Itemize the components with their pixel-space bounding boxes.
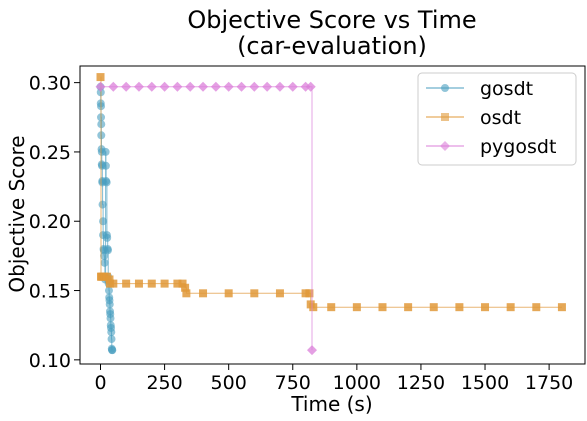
x-tick-label: 500	[211, 372, 247, 394]
data-point-pygosdt	[108, 81, 119, 92]
data-point-pygosdt	[159, 81, 170, 92]
legend-label-gosdt: gosdt	[480, 78, 533, 100]
data-point-osdt	[147, 279, 156, 288]
y-tick-label: 0.15	[29, 281, 71, 303]
plot-frame	[79, 65, 586, 365]
data-point-osdt	[429, 303, 438, 312]
data-point-pygosdt	[185, 81, 196, 92]
x-axis-label: Time (s)	[290, 392, 372, 416]
x-tick-label: 250	[146, 372, 182, 394]
series-line-pygosdt	[100, 86, 313, 351]
data-point-osdt	[250, 289, 259, 298]
data-point-osdt	[275, 289, 284, 298]
x-tick-label: 1000	[333, 372, 381, 394]
data-point-osdt	[173, 279, 182, 288]
data-point-pygosdt	[300, 81, 311, 92]
legend-marker-pygosdt	[440, 141, 450, 151]
data-point-osdt	[178, 279, 187, 288]
data-point-pygosdt	[306, 345, 317, 356]
data-point-osdt	[96, 73, 105, 82]
y-tick-label: 0.20	[29, 211, 71, 233]
data-point-osdt	[309, 303, 318, 312]
data-point-osdt	[352, 303, 361, 312]
data-point-pygosdt	[223, 81, 234, 92]
data-point-osdt	[532, 303, 541, 312]
data-point-osdt	[557, 303, 566, 312]
data-point-pygosdt	[146, 81, 157, 92]
data-point-gosdt	[105, 300, 114, 309]
legend: gosdt osdt pygosdt	[417, 72, 577, 166]
chart-subtitle: (car-evaluation)	[237, 32, 427, 60]
data-point-osdt	[224, 289, 233, 298]
data-point-pygosdt	[287, 81, 298, 92]
data-point-gosdt	[99, 217, 108, 226]
data-point-osdt	[199, 289, 208, 298]
data-point-osdt	[134, 279, 143, 288]
tick-layer: 0 250 500 750 1000 1250 1500 1750 0.10 0.15 0.20 0.…	[29, 73, 574, 394]
legend-label-pygosdt: pygosdt	[480, 136, 556, 158]
series-osdt	[96, 73, 566, 312]
data-point-pygosdt	[249, 81, 260, 92]
data-point-pygosdt	[305, 81, 316, 92]
data-point-osdt	[378, 303, 387, 312]
data-point-osdt	[327, 303, 336, 312]
data-point-osdt	[160, 279, 169, 288]
data-point-osdt	[122, 279, 131, 288]
data-point-osdt	[455, 303, 464, 312]
x-tick-label: 750	[275, 372, 311, 394]
data-point-pygosdt	[121, 81, 132, 92]
x-tick-label: 1500	[461, 372, 509, 394]
data-point-gosdt	[103, 233, 112, 242]
legend-box	[417, 72, 577, 166]
x-tick-label: 1750	[525, 372, 573, 394]
data-point-osdt	[404, 303, 413, 312]
chart-title: Objective Score vs Time	[187, 6, 476, 34]
data-point-gosdt	[103, 246, 112, 255]
y-tick-label: 0.25	[29, 142, 71, 164]
data-point-gosdt	[104, 286, 113, 295]
y-tick-label: 0.30	[29, 73, 71, 95]
data-point-osdt	[105, 275, 114, 284]
data-point-pygosdt	[172, 81, 183, 92]
data-point-pygosdt	[210, 81, 221, 92]
data-point-osdt	[506, 303, 515, 312]
data-point-pygosdt	[198, 81, 209, 92]
data-point-gosdt	[100, 258, 109, 267]
data-point-gosdt	[98, 200, 107, 209]
legend-marker-gosdt	[441, 84, 449, 92]
data-point-pygosdt	[274, 81, 285, 92]
data-point-pygosdt	[262, 81, 273, 92]
plot-layer	[95, 73, 566, 356]
legend-marker-osdt	[441, 113, 449, 121]
data-point-osdt	[182, 289, 191, 298]
x-tick-label: 1250	[397, 372, 445, 394]
data-point-osdt	[109, 279, 118, 288]
data-point-osdt	[181, 283, 190, 292]
data-point-gosdt	[101, 147, 110, 156]
data-point-gosdt	[108, 346, 117, 355]
data-point-pygosdt	[133, 81, 144, 92]
series-gosdt	[96, 82, 117, 355]
x-tick-label: 0	[94, 372, 106, 394]
y-axis-label: Objective Score	[5, 135, 29, 292]
data-point-gosdt	[102, 178, 111, 187]
data-point-gosdt	[106, 314, 115, 323]
data-point-pygosdt	[236, 81, 247, 92]
data-point-pygosdt	[95, 81, 106, 92]
data-point-osdt	[481, 303, 490, 312]
data-point-gosdt	[107, 335, 116, 344]
data-point-gosdt	[101, 161, 110, 170]
y-tick-label: 0.10	[29, 350, 71, 372]
legend-label-osdt: osdt	[480, 107, 521, 129]
series-pygosdt	[95, 81, 317, 356]
data-point-gosdt	[107, 328, 116, 337]
data-point-osdt	[305, 289, 314, 298]
